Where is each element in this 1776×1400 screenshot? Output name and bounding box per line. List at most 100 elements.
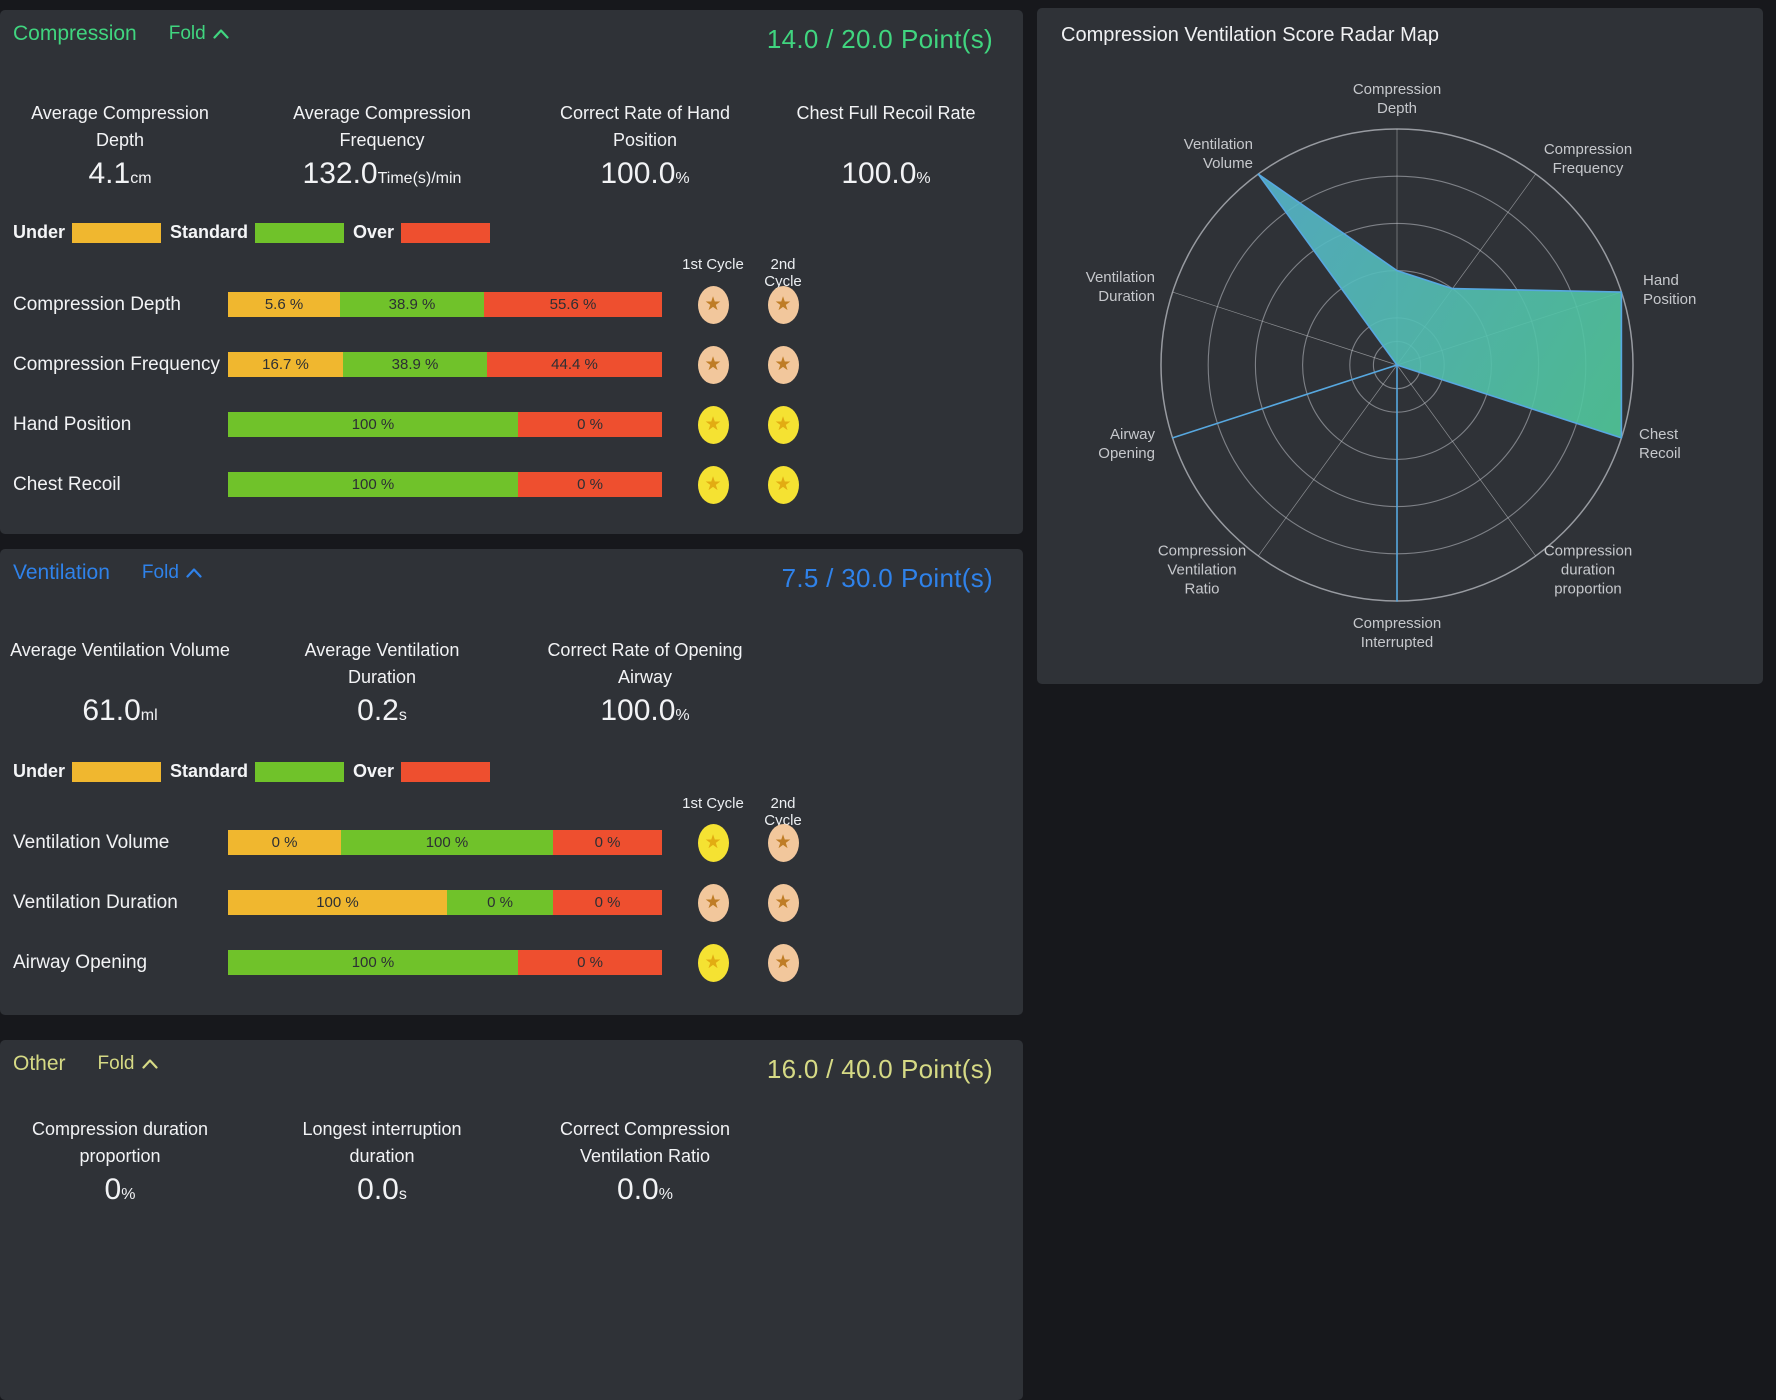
metric-label-ventilation-duration: Ventilation Duration [13,891,178,913]
metric-label-compression-frequency: Compression Frequency [13,353,220,375]
bar-segment-standard: 38.9 % [340,292,484,317]
stat-label: Average Compression Depth [31,103,209,150]
stat-average-ventilation-duration: Average Ventilation Duration 0.2s [242,637,522,732]
bar-segment-under: 16.7 % [228,352,343,377]
gold-star-medal: ★ [697,943,729,982]
gold-star-medal: ★ [767,465,799,504]
chevron-up-icon [186,568,202,578]
distribution-bar: 100 % 0 % [228,412,662,437]
stat-number: 132.0 [302,157,378,190]
legend-label-standard: Standard [170,761,249,781]
score-total: 30.0 [841,563,894,593]
stat-label: Compression duration proportion [31,1119,209,1166]
score-value: 16.0 [766,1054,819,1084]
fold-toggle-button[interactable]: Fold [142,562,202,584]
stat-unit: cm [130,170,152,187]
stat-unit: % [121,1186,136,1203]
metric-label-compression-depth: Compression Depth [13,293,181,315]
stat-unit: % [658,1186,673,1203]
stat-value: 0.0% [505,1174,785,1211]
bar-segment-over: 55.6 % [484,292,662,317]
distribution-bar: 100 % 0 % 0 % [228,890,662,915]
score-total: 40.0 [841,1054,894,1084]
legend-label-under: Under [13,222,66,242]
radar-axis-spoke [1396,364,1536,557]
radar-axis-label-compression-interrupted: Compression Interrupted [1352,615,1442,651]
bronze-star-medal: ★ [697,285,729,324]
legend-swatch-under [72,222,162,243]
radar-axis-label-ventilation-volume: Ventilation Volume [1183,136,1253,172]
stat-number: 0.0 [617,1173,659,1206]
legend-label-over: Over [353,222,395,242]
stat-label: Average Compression Frequency [293,103,471,150]
distribution-bar: 100 % 0 % [228,472,662,497]
legend-swatch-over [401,222,491,243]
radar-axis-label-compression-ventilation-ratio: Compression Ventilation Ratio [1157,542,1247,598]
stat-label: Average Ventilation Volume [10,640,230,660]
bronze-star-medal: ★ [697,883,729,922]
stat-number: 61.0 [82,694,141,727]
bar-segment-under: 0 % [228,830,341,855]
stat-value: 0% [0,1174,260,1211]
radar-axis-label-hand-position: Hand Position [1643,272,1697,308]
stat-unit: ml [140,707,158,724]
stat-average-compression-frequency: Average Compression Frequency 132.0Time(s)… [242,100,522,195]
radar-axis-label-compression-frequency: Compression Frequency [1543,141,1633,177]
stat-value: 4.1cm [0,158,260,195]
stat-compression-duration-proportion: Compression duration proportion 0% [0,1116,260,1211]
bronze-star-medal: ★ [767,345,799,384]
stat-chest-full-recoil-rate: Chest Full Recoil Rate 100.0% [746,100,1026,195]
metric-label-chest-recoil: Chest Recoil [13,473,121,495]
radar-data-polygon [1171,173,1623,602]
bar-segment-over: 0 % [553,830,662,855]
radar-title: Compression Ventilation Score Radar Map [1061,24,1439,46]
gold-star-medal: ★ [767,405,799,444]
stat-number: 0.0 [357,1173,399,1206]
cycle-header-1: 1st Cycle [682,795,744,812]
stat-correct-rate-of-hand-position: Correct Rate of Hand Position 100.0% [505,100,785,195]
bronze-star-medal: ★ [767,823,799,862]
radar-axis-label-ventilation-duration: Ventilation Duration [1085,269,1155,305]
stat-value: 132.0Time(s)/min [242,158,522,195]
radar-axis-label-compression-depth: Compression Depth [1352,81,1442,117]
stat-value: 0.0s [242,1174,522,1211]
fold-toggle-button[interactable]: Fold [169,23,229,45]
stat-average-ventilation-volume: Average Ventilation Volume 61.0ml [0,637,260,732]
score-unit: Point(s) [901,563,993,593]
stat-unit: % [916,170,931,187]
bar-segment-over: 0 % [553,890,662,915]
bar-segment-standard: 100 % [341,830,553,855]
chevron-up-icon [213,29,229,39]
fold-toggle-button[interactable]: Fold [98,1053,158,1075]
bar-segment-under: 100 % [228,890,447,915]
radar-axis-label-airway-opening: Airway Opening [1098,426,1155,462]
stat-unit: % [675,170,690,187]
stat-label: Chest Full Recoil Rate [796,103,976,123]
bar-segment-standard: 100 % [228,472,518,497]
score-unit: Point(s) [901,1054,993,1084]
distribution-bar: 16.7 % 38.9 % 44.4 % [228,352,662,377]
threshold-legend: Under Standard Over [13,761,499,782]
stat-unit: s [398,1186,407,1203]
ventilation-panel: Ventilation Fold 7.5 / 30.0 Point(s) Average… [0,549,1023,1015]
bar-segment-over: 0 % [518,950,662,975]
threshold-legend: Under Standard Over [13,222,499,243]
bronze-star-medal: ★ [767,285,799,324]
stat-value: 0.2s [242,695,522,732]
distribution-bar: 0 % 100 % 0 % [228,830,662,855]
bronze-star-medal: ★ [697,345,729,384]
stat-label: Correct Compression Ventilation Ratio [559,1119,731,1166]
section-score: 16.0 / 40.0 Point(s) [766,1054,993,1084]
section-score: 7.5 / 30.0 Point(s) [781,563,993,593]
section-title-compression: Compression [13,22,137,45]
other-panel: Other Fold 16.0 / 40.0 Point(s) Compression … [0,1040,1023,1400]
stat-value: 100.0% [505,695,785,732]
bar-segment-standard: 100 % [228,412,518,437]
stat-value: 61.0ml [0,695,260,732]
cpr-report-page: Compression Fold 14.0 / 20.0 Point(s) Averag… [0,8,1763,1400]
stat-unit: s [398,707,407,724]
section-title-ventilation: Ventilation [13,561,110,584]
radar-chart: Compression Depth Compression Frequency Hand… [1037,8,1763,684]
stat-label: Average Ventilation Duration [304,640,460,687]
stat-number: 4.1 [88,157,131,190]
